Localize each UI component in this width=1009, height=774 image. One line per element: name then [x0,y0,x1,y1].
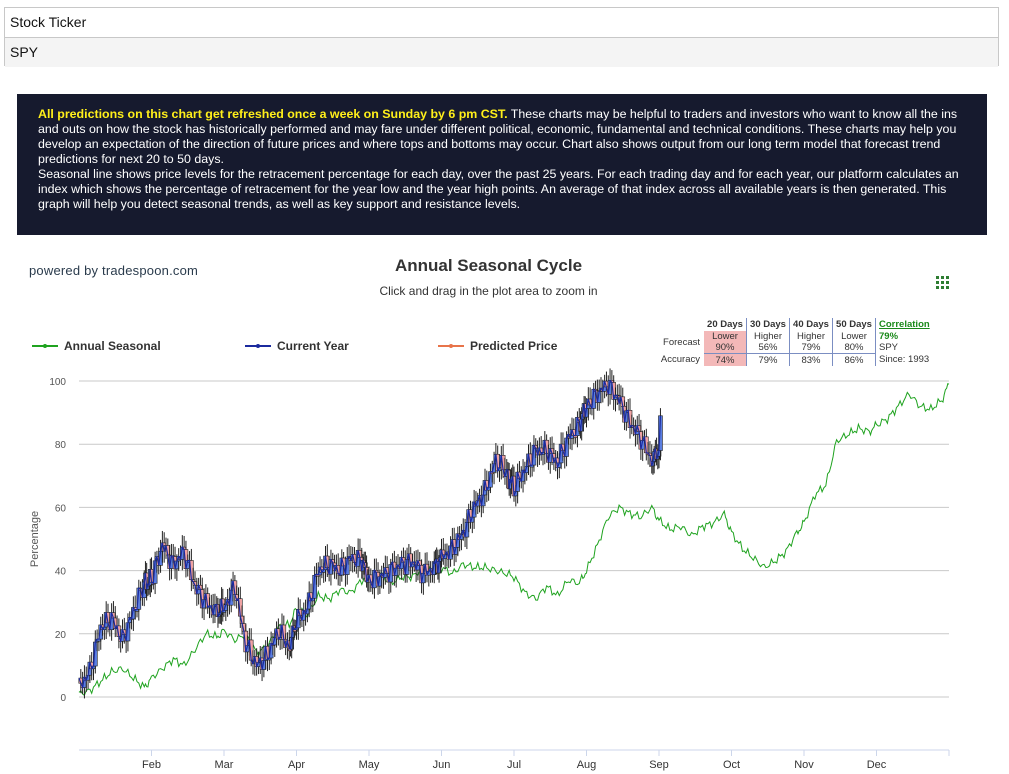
chart-subtitle: Click and drag in the plot area to zoom … [379,284,598,298]
legend-annual-seasonal-label: Annual Seasonal [64,339,161,353]
x-tick-label: Jun [433,759,451,771]
accuracy-cell-50: 86% [832,353,876,366]
legend-current-year-label: Current Year [277,339,349,353]
y-tick-label: 0 [60,693,66,704]
legend-predicted-price[interactable]: Predicted Price [438,338,557,354]
forecast-cell-30: Higher 56% [746,331,790,354]
grid-menu-dot [941,286,944,289]
series-current-year [78,378,662,690]
notice-text-1: These charts may be helpful to traders a… [38,107,958,166]
legend-current-year[interactable]: Current Year [245,338,349,354]
grid-menu-dot [941,281,944,284]
forecast-cell-40: Higher 79% [789,331,833,354]
ticker-input[interactable]: SPY [5,37,998,67]
info-notice: All predictions on this chart get refres… [17,94,987,235]
correlation-info: 79% SPY [879,331,899,354]
correlation-link[interactable]: Correlation [879,319,930,330]
chart-title: Annual Seasonal Cycle [394,256,583,275]
notice-highlight: All predictions on this chart get refres… [38,107,508,121]
x-tick-label: May [359,759,380,771]
notice-text-2: Seasonal line shows price levels for the… [38,167,959,211]
grid-menu-dot [946,281,949,284]
x-tick-label: Oct [723,759,740,771]
ticker-box: Stock Ticker SPY [4,7,999,67]
x-tick-label: Sep [649,759,669,771]
forecast-header-50: 50 Days [832,318,876,331]
grid-menu-dot [936,281,939,284]
grid-menu-dot [946,286,949,289]
y-tick-label: 100 [49,377,66,388]
forecast-cell-20: Lower 90% [704,331,747,354]
powered-by-link[interactable]: powered by tradespoon.com [29,263,199,278]
grid-menu-icon[interactable] [936,276,951,291]
forecast-header-40: 40 Days [789,318,833,331]
grid-menu-dot [946,276,949,279]
accuracy-cell-20: 74% [704,353,747,366]
grid-menu-dot [936,276,939,279]
forecast-cell-50: Lower 80% [832,331,876,354]
legend-annual-seasonal[interactable]: Annual Seasonal [32,338,161,354]
x-tick-label: Nov [794,759,814,771]
grid-menu-dot [936,286,939,289]
x-tick-label: Mar [215,759,234,771]
forecast-header-30: 30 Days [746,318,790,331]
forecast-header-20: 20 Days [704,318,747,331]
x-tick-label: Jul [507,759,521,771]
series-annual-seasonal [78,383,950,697]
x-tick-label: Aug [577,759,597,771]
x-tick-label: Dec [867,759,887,771]
x-tick-label: Apr [288,759,305,771]
forecast-table: 20 Days 30 Days 40 Days 50 Days Correlat… [660,318,939,366]
ticker-label: Stock Ticker [10,14,87,30]
accuracy-row-label: Accuracy [660,354,700,366]
y-tick-label: 20 [55,630,67,641]
y-tick-label: 40 [55,567,67,578]
candle-body [658,415,663,451]
y-axis-label: Percentage [29,511,41,567]
correlation-since: Since: 1993 [879,354,930,366]
legend-predicted-price-label: Predicted Price [470,339,558,353]
accuracy-cell-30: 79% [746,353,790,366]
grid-menu-dot [941,276,944,279]
x-tick-label: Feb [142,759,161,771]
forecast-row-label: Forecast [663,336,700,348]
accuracy-cell-40: 83% [789,353,833,366]
y-tick-label: 80 [55,440,67,451]
y-tick-label: 60 [55,503,67,514]
